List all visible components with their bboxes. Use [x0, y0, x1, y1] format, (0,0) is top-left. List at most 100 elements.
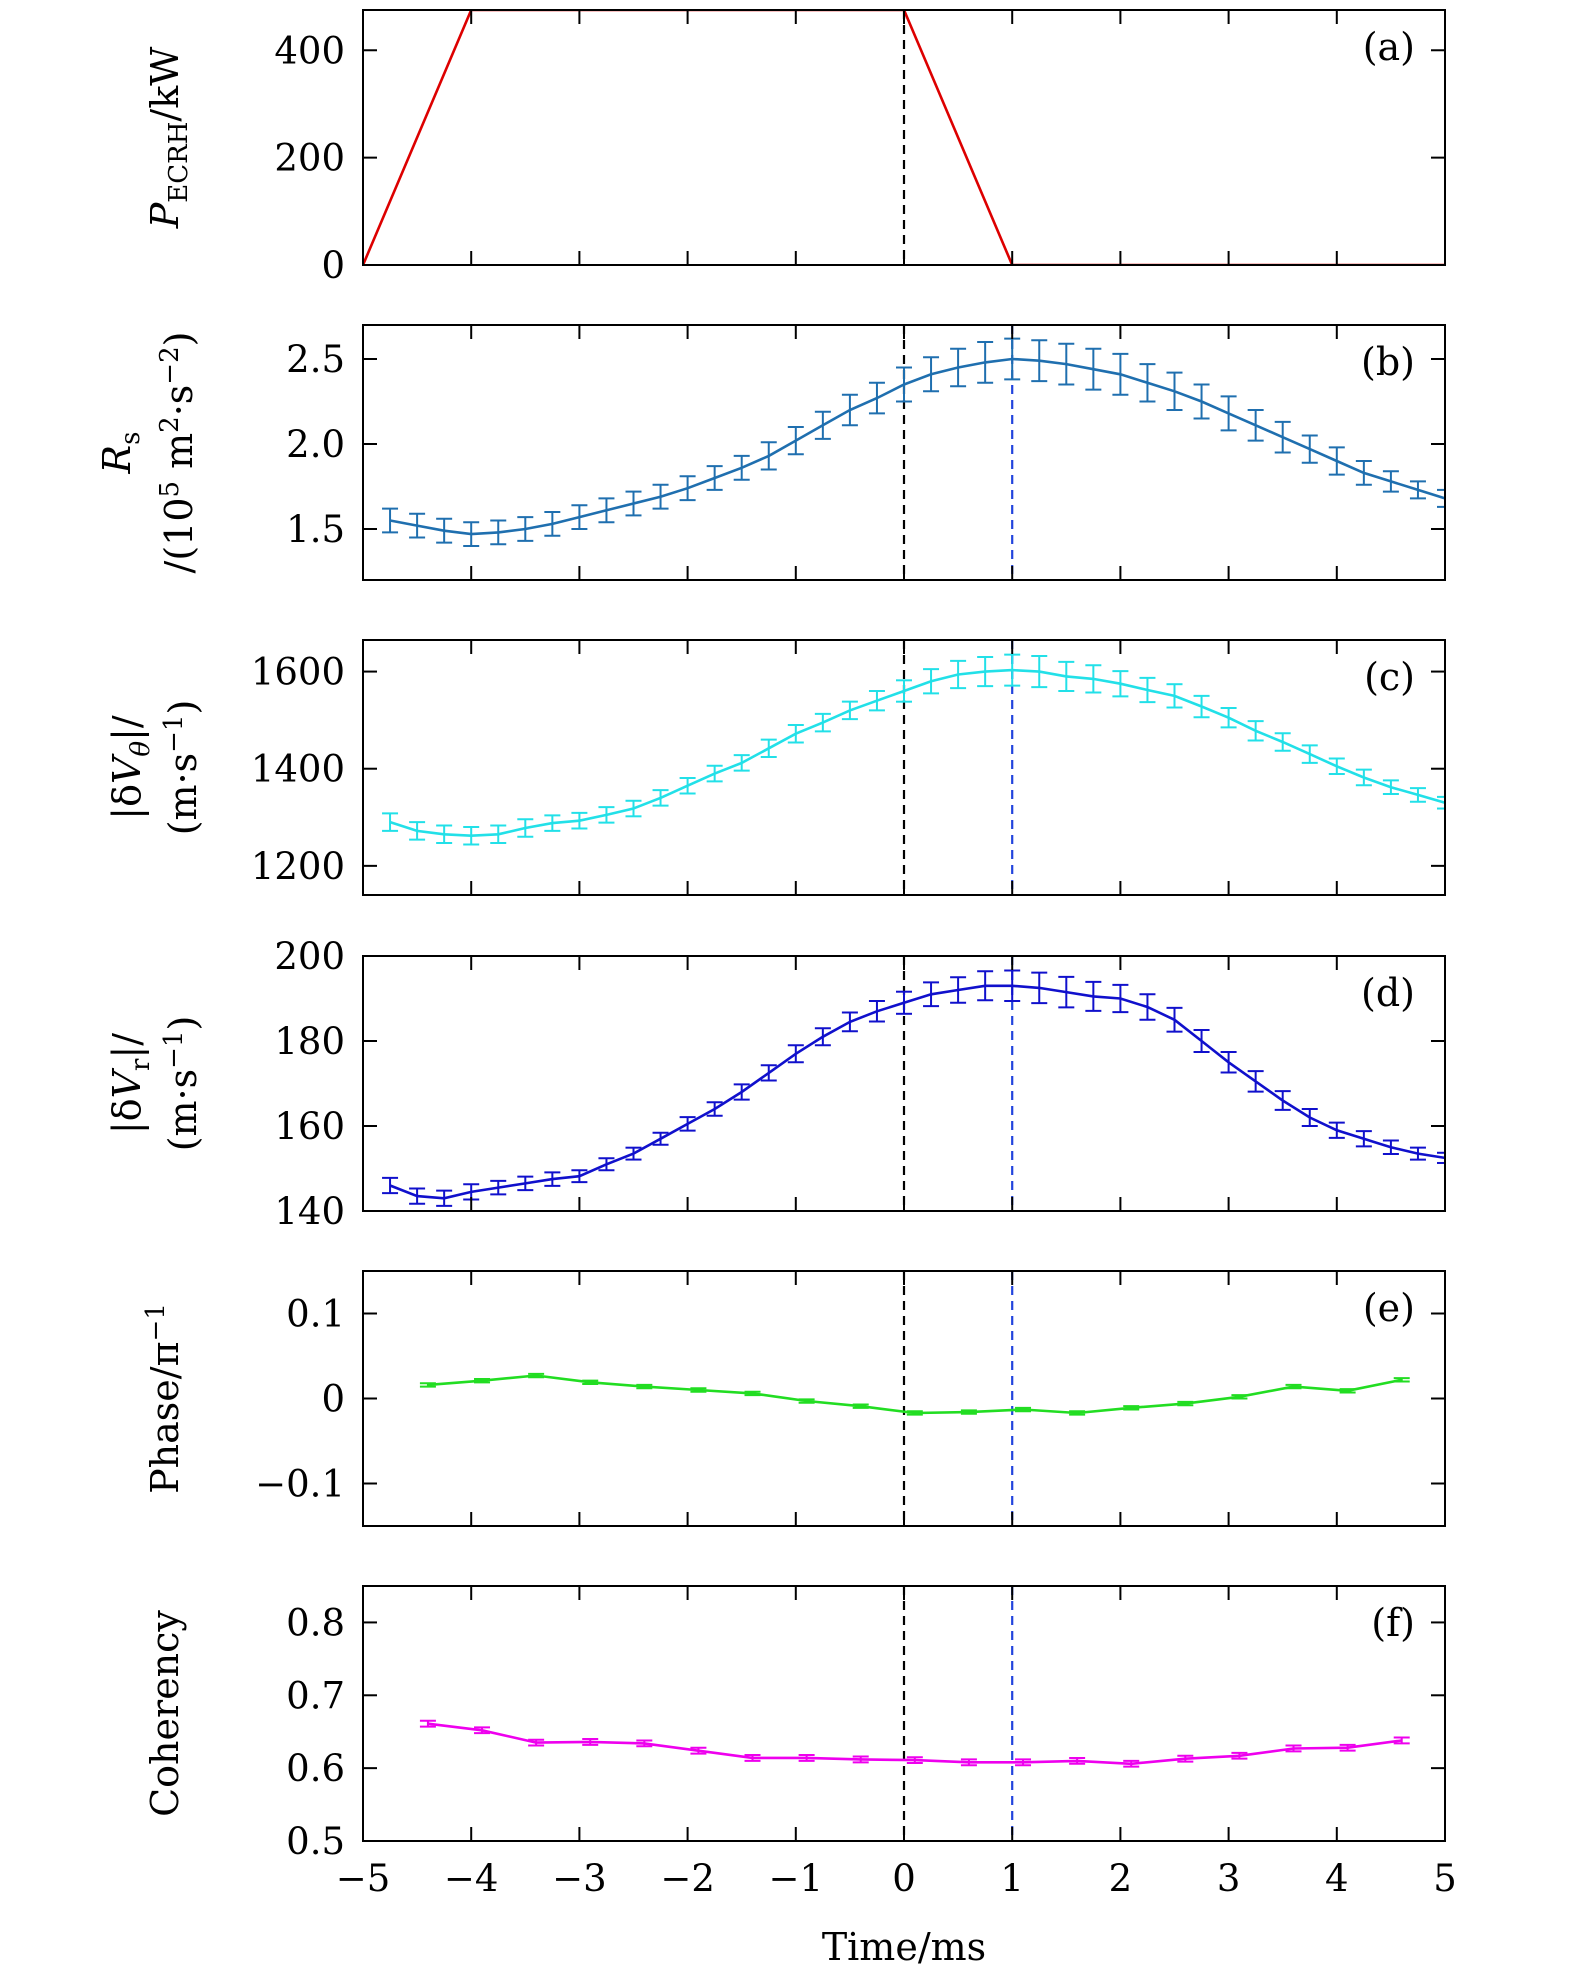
y-tick-label: 1200: [251, 845, 345, 888]
data-layer: [419, 1372, 1410, 1416]
error-bar: [923, 668, 940, 695]
error-bar: [1409, 480, 1426, 500]
y-axis-label: Phase/π−1: [141, 1303, 187, 1494]
error-bar: [1139, 993, 1156, 1021]
error-bar: [1355, 768, 1372, 787]
error-bar: [382, 1176, 399, 1195]
panel-label: (c): [1364, 655, 1415, 699]
x-tick-label: 5: [1433, 1857, 1457, 1900]
error-bar: [690, 1387, 707, 1393]
error-bar: [1382, 779, 1399, 795]
error-bar: [1328, 757, 1345, 776]
y-axis-label: |δVθ|/: [105, 715, 156, 820]
error-bar: [1220, 1051, 1237, 1074]
error-bar: [1382, 1139, 1399, 1156]
panel-c: 1200 1400 1600 (c) |δVθ|/(m·s−1): [105, 639, 1446, 896]
error-bar: [598, 497, 615, 524]
error-bar: [1166, 371, 1183, 411]
error-bar: [409, 1187, 426, 1205]
error-bar: [436, 517, 453, 544]
error-bar: [787, 426, 804, 456]
error-bar: [1031, 339, 1048, 383]
error-bar: [1220, 395, 1237, 432]
y-tick-label: 0.6: [286, 1747, 345, 1790]
error-bar: [1437, 488, 1445, 508]
error-bar: [1015, 1758, 1032, 1767]
y-axis-label-unit: /(105 m2·s−2): [155, 332, 201, 574]
x-tick-label: 1: [1000, 1857, 1024, 1900]
y-tick-label: 140: [274, 1190, 345, 1233]
error-bar: [582, 1738, 599, 1746]
error-bar: [1231, 1394, 1248, 1400]
error-bar: [706, 1101, 723, 1117]
error-bar: [798, 1754, 815, 1762]
error-bar: [409, 821, 426, 841]
error-bar: [463, 521, 480, 547]
data-layer: [382, 337, 1445, 547]
error-bar: [1123, 1405, 1140, 1411]
x-tick-label: −2: [660, 1857, 715, 1900]
y-tick-label: −0.1: [255, 1463, 345, 1506]
error-bar: [1069, 1756, 1086, 1765]
y-tick-label: 0: [321, 244, 345, 287]
error-bar: [1382, 470, 1399, 493]
error-bar: [798, 1398, 815, 1404]
error-bar: [1437, 795, 1445, 810]
y-tick-label: 0.5: [286, 1820, 345, 1863]
error-bar: [1328, 1121, 1345, 1139]
error-bar: [1393, 1736, 1410, 1745]
error-bar: [1031, 655, 1048, 689]
error-bar: [544, 1171, 561, 1187]
panel-b: 1.5 2.0 2.5 (b) Rs/(105 m2·s−2): [95, 324, 1446, 581]
error-bar: [1328, 446, 1345, 476]
error-bar: [544, 511, 561, 537]
error-bar: [652, 789, 669, 807]
error-bar: [490, 824, 507, 845]
error-bar: [1285, 1383, 1302, 1390]
error-bar: [814, 712, 831, 733]
error-bar: [1355, 1130, 1372, 1148]
y-tick-label: 2.0: [286, 423, 345, 466]
error-bar: [950, 976, 967, 1004]
error-bar: [517, 818, 534, 838]
error-bar: [733, 454, 750, 481]
error-bar: [1393, 1377, 1410, 1383]
panel-label: (f): [1371, 1601, 1415, 1645]
error-bar: [706, 465, 723, 491]
error-bar: [636, 1739, 653, 1748]
error-bar: [1409, 1146, 1426, 1161]
error-bar: [744, 1390, 761, 1397]
y-axis-label-unit: (m·s−1): [159, 700, 205, 836]
error-bar: [528, 1738, 545, 1747]
error-bar: [382, 507, 399, 534]
error-bar: [1285, 1744, 1302, 1753]
error-bar: [474, 1726, 491, 1735]
error-bar: [950, 659, 967, 690]
error-bar: [1231, 1751, 1248, 1760]
error-bar: [571, 811, 588, 830]
error-bar: [625, 490, 642, 517]
error-bar: [706, 764, 723, 783]
error-bar: [841, 393, 858, 427]
y-tick-label: 160: [274, 1105, 345, 1148]
error-bar: [1177, 1400, 1194, 1407]
error-bar: [787, 1044, 804, 1064]
error-bar: [1274, 420, 1291, 454]
error-bar: [841, 700, 858, 721]
x-tick-label: −5: [336, 1857, 391, 1900]
error-bar: [1015, 1406, 1032, 1413]
error-bar: [1069, 1410, 1086, 1416]
y-tick-label: 1.5: [286, 508, 345, 551]
panel-d: 140 160 180 200 (d) |δVr|/(m·s−1): [105, 935, 1446, 1233]
x-tick-label: 0: [892, 1857, 916, 1900]
x-tick-label: −1: [769, 1857, 824, 1900]
y-axis-label: |δVr|/: [105, 1033, 156, 1134]
error-bar: [923, 981, 940, 1008]
error-bar: [1247, 1070, 1264, 1093]
panel-label: (d): [1361, 971, 1415, 1015]
y-tick-label: 180: [274, 1020, 345, 1063]
error-bar: [841, 1011, 858, 1033]
error-bar: [896, 990, 912, 1015]
y-tick-label: 2.5: [286, 338, 345, 381]
